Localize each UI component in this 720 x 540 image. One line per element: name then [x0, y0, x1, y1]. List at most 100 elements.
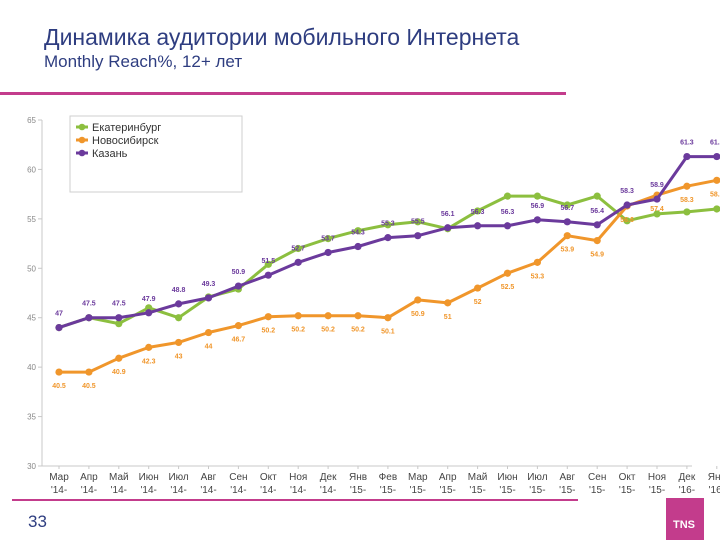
- x-tick-label: Мар: [49, 472, 69, 483]
- data-label: 47.5: [112, 301, 126, 308]
- x-tick-label: '14-: [200, 485, 216, 496]
- x-tick-label: '14-: [230, 485, 246, 496]
- x-tick-label: '15-: [469, 485, 485, 496]
- chart-data-labels: 40.5 40.5 40.9 42.3 43 44 46.7 50.2 50.2 50.2 50.2…: [52, 140, 720, 391]
- data-label: 44: [205, 344, 213, 351]
- data-point: [294, 244, 302, 253]
- data-point: [414, 218, 422, 226]
- bottom-divider: [12, 499, 578, 501]
- x-tick-label: Ноя: [289, 472, 307, 483]
- data-label: 40.5: [52, 383, 66, 390]
- legend-marker: [78, 149, 86, 157]
- x-tick-label: Фев: [379, 472, 397, 483]
- data-label: 50.9: [232, 269, 246, 276]
- data-label: 47.9: [142, 296, 156, 303]
- data-point: [384, 314, 392, 322]
- data-point: [533, 216, 542, 224]
- legend-marker: [78, 123, 86, 131]
- x-tick-label: '16-: [709, 485, 720, 496]
- data-point: [294, 258, 302, 266]
- x-tick-label: '14-: [51, 485, 67, 496]
- data-point: [474, 284, 482, 292]
- x-tick-label: Мар: [408, 472, 428, 483]
- data-point: [533, 192, 542, 200]
- data-label: 55.5: [411, 219, 425, 226]
- x-tick-label: Дек: [320, 472, 337, 483]
- data-point: [593, 192, 601, 200]
- data-label: 52.5: [501, 284, 515, 291]
- data-point: [474, 222, 482, 230]
- data-point: [713, 152, 720, 161]
- data-label: 43: [175, 353, 183, 360]
- data-point: [384, 234, 392, 242]
- data-point: [474, 207, 482, 215]
- y-tick-label: 50: [27, 264, 36, 273]
- x-tick-label: '14-: [260, 485, 276, 496]
- data-point: [204, 294, 213, 302]
- data-point: [354, 227, 362, 235]
- data-point: [324, 312, 332, 320]
- data-label: 56.3: [501, 209, 515, 216]
- data-point: [55, 324, 63, 332]
- data-label: 58.3: [680, 197, 694, 204]
- x-tick-label: Янв: [349, 472, 367, 483]
- data-label: 54.9: [590, 252, 604, 259]
- data-label: 51.5: [261, 258, 275, 265]
- data-point: [324, 235, 332, 243]
- data-label: 56.3: [471, 209, 485, 216]
- data-label: 50.2: [261, 328, 275, 335]
- x-tick-label: Апр: [439, 472, 457, 483]
- x-tick-label: Янв: [708, 472, 720, 483]
- x-tick-label: '14-: [320, 485, 336, 496]
- y-tick-label: 55: [27, 215, 36, 224]
- x-tick-label: Окт: [619, 472, 636, 483]
- page-number: 33: [28, 512, 47, 531]
- data-label: 61.3: [710, 140, 720, 147]
- data-point: [444, 224, 452, 232]
- x-tick-label: Ноя: [648, 472, 666, 483]
- data-point: [294, 312, 302, 320]
- data-point: [563, 218, 571, 226]
- legend-box: [69, 115, 243, 193]
- data-point: [354, 312, 362, 320]
- data-label: 58.9: [710, 191, 720, 198]
- series-line: [59, 178, 718, 374]
- data-point: [503, 222, 512, 230]
- data-point: [145, 304, 153, 312]
- data-label: 51: [444, 314, 452, 321]
- legend-entry-label: Новосибирск: [92, 135, 159, 147]
- x-tick-label: Сен: [229, 472, 247, 483]
- x-tick-label: Июн: [139, 472, 159, 483]
- data-point: [713, 205, 720, 213]
- data-label: 47.5: [82, 301, 96, 308]
- data-point: [533, 258, 542, 266]
- tns-logo: TNS: [666, 498, 704, 540]
- data-label: 61.3: [680, 140, 694, 147]
- data-label: 58.9: [650, 182, 664, 189]
- y-tick-label: 45: [27, 314, 36, 323]
- x-tick-label: '14-: [81, 485, 97, 496]
- data-point: [85, 314, 93, 322]
- data-label: 53.3: [531, 273, 545, 280]
- data-label: 50.2: [291, 327, 305, 334]
- data-label: 50.2: [321, 327, 335, 334]
- x-tick-label: '14-: [111, 485, 127, 496]
- x-tick-label: '15-: [649, 485, 665, 496]
- x-tick-label: Май: [109, 472, 129, 483]
- x-tick-label: Авг: [201, 472, 217, 483]
- chart-axes: 30 35 40 45 50 55 60 65 Мар '14- Апр '14- Май '14- Июн…: [27, 116, 720, 496]
- data-point: [623, 201, 631, 209]
- data-point: [683, 182, 691, 190]
- data-label: 56.4: [590, 208, 604, 215]
- data-point: [384, 221, 392, 229]
- data-point: [264, 260, 272, 268]
- x-tick-label: Сен: [588, 472, 606, 483]
- data-label: 48.8: [172, 287, 186, 294]
- data-point: [115, 354, 123, 362]
- x-tick-label: '14-: [170, 485, 186, 496]
- y-tick-label: 65: [27, 116, 36, 125]
- data-point: [503, 192, 512, 200]
- data-label: 56.7: [560, 205, 574, 212]
- data-point: [264, 313, 272, 321]
- data-point: [115, 320, 123, 328]
